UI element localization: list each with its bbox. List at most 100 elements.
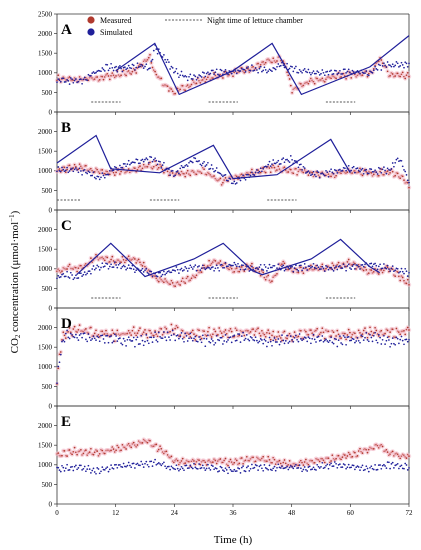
- measured-point: [283, 459, 286, 461]
- measured-point: [289, 168, 292, 171]
- simulated-point: [105, 63, 107, 66]
- simulated-point: [111, 266, 114, 269]
- simulated-point: [95, 339, 97, 341]
- measured-point: [146, 441, 149, 444]
- simulated-point: [257, 71, 259, 74]
- simulated-point: [214, 467, 217, 469]
- measured-point: [160, 165, 163, 168]
- simulated-point: [170, 170, 173, 172]
- simulated-point: [310, 174, 312, 177]
- simulated-point: [59, 276, 62, 278]
- simulated-point: [405, 62, 408, 65]
- simulated-point: [215, 167, 218, 169]
- simulated-point: [208, 267, 210, 269]
- simulated-point: [213, 468, 215, 471]
- simulated-point: [77, 339, 80, 341]
- simulated-point: [132, 268, 135, 271]
- simulated-point: [232, 264, 234, 267]
- measured-point: [386, 266, 389, 269]
- simulated-point: [262, 69, 265, 72]
- simulated-point: [297, 270, 300, 272]
- simulated-point: [389, 467, 391, 470]
- simulated-point: [401, 467, 404, 470]
- measured-point: [125, 448, 127, 450]
- simulated-point: [406, 275, 409, 277]
- simulated-point: [244, 268, 247, 270]
- measured-point: [203, 168, 205, 171]
- simulated-point: [125, 268, 127, 271]
- simulated-point: [150, 156, 153, 159]
- simulated-point: [268, 160, 271, 163]
- simulated-point: [191, 78, 194, 80]
- simulated-point: [339, 264, 341, 267]
- simulated-point: [344, 464, 346, 466]
- measured-point: [163, 171, 165, 174]
- measured-point: [208, 259, 210, 262]
- simulated-point: [297, 467, 300, 469]
- simulated-point: [181, 337, 184, 340]
- simulated-point: [360, 264, 363, 266]
- measured-point: [404, 333, 407, 336]
- measured-point: [203, 76, 205, 79]
- simulated-point: [403, 169, 405, 171]
- simulated-point: [370, 262, 373, 265]
- simulated-point: [248, 470, 251, 472]
- simulated-point: [66, 78, 68, 81]
- simulated-point: [103, 469, 106, 471]
- simulated-point: [214, 267, 217, 270]
- simulated-point: [155, 339, 158, 341]
- simulated-point: [362, 172, 365, 175]
- simulated-point: [274, 68, 277, 71]
- simulated-point: [281, 265, 283, 268]
- simulated-point: [125, 165, 127, 168]
- simulated-point: [87, 73, 90, 76]
- y-tick-label: 2000: [38, 30, 53, 38]
- simulated-point: [173, 269, 175, 272]
- simulated-point: [168, 336, 170, 338]
- measured-point: [252, 267, 254, 269]
- simulated-point: [179, 74, 182, 77]
- simulated-point: [335, 462, 337, 465]
- simulated-point: [220, 466, 223, 469]
- simulated-point: [379, 336, 381, 339]
- measured-point: [102, 78, 105, 81]
- simulated-point: [181, 166, 184, 169]
- measured-point: [364, 327, 366, 329]
- simulated-point: [98, 269, 101, 271]
- simulated-point: [281, 465, 283, 468]
- simulated-point: [90, 339, 92, 342]
- simulated-point: [367, 340, 370, 343]
- simulated-point: [134, 68, 136, 71]
- simulated-point: [184, 266, 187, 268]
- simulated-point: [90, 472, 92, 474]
- measured-point: [323, 461, 326, 464]
- measured-point: [214, 260, 217, 262]
- simulated-point: [185, 267, 188, 270]
- measured-point: [399, 177, 402, 180]
- measured-point: [155, 73, 158, 76]
- measured-point: [391, 268, 394, 271]
- simulated-point: [124, 163, 126, 165]
- simulated-point: [308, 172, 311, 174]
- simulated-point: [126, 338, 129, 341]
- simulated-point: [220, 174, 223, 176]
- simulated-point: [292, 340, 295, 343]
- simulated-point: [171, 329, 174, 332]
- simulated-point: [215, 467, 218, 470]
- simulated-point: [404, 170, 407, 173]
- simulated-point: [95, 472, 97, 475]
- simulated-point: [284, 340, 287, 342]
- measured-point: [233, 335, 236, 338]
- simulated-point: [327, 175, 330, 178]
- measured-point: [181, 84, 184, 87]
- simulated-point: [408, 467, 410, 469]
- simulated-point: [100, 334, 102, 337]
- simulated-point: [58, 361, 61, 364]
- simulated-point: [199, 269, 202, 271]
- measured-point: [181, 277, 184, 280]
- simulated-point: [386, 61, 389, 63]
- simulated-point: [273, 264, 276, 267]
- simulated-point: [183, 469, 185, 472]
- simulated-point: [408, 338, 410, 341]
- measured-point: [323, 80, 326, 83]
